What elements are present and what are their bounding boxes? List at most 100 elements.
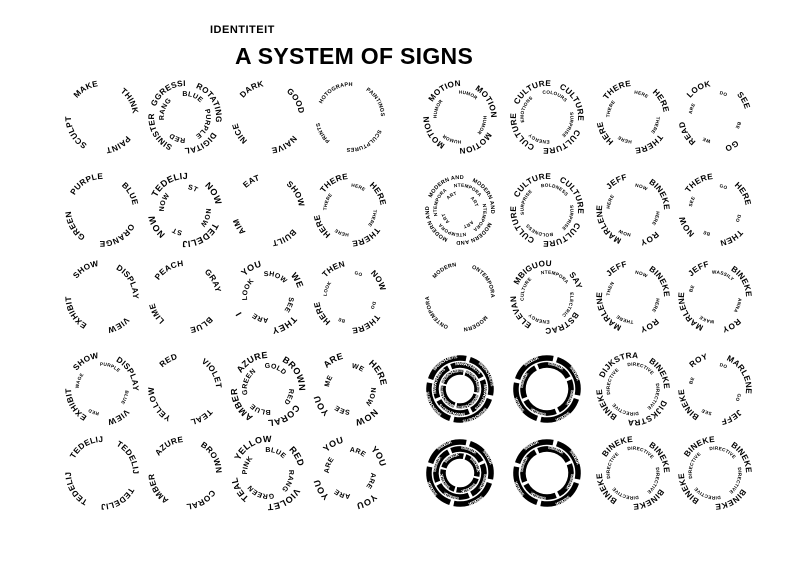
sign-word: JEFF — [604, 260, 627, 278]
sign-word: ST — [171, 226, 183, 236]
sign-word: STEDELIJK — [529, 407, 546, 417]
sign-word: ST — [187, 184, 199, 194]
sign-word: HUMOR — [441, 133, 461, 144]
sign-word: STEDELIJK — [461, 445, 478, 455]
sign-word: JEFF — [686, 260, 709, 278]
page-title: A SYSTEM OF SIGNS — [235, 43, 474, 69]
sign-word: BE — [337, 317, 345, 324]
sign-word: GO — [723, 138, 740, 153]
sign-word: DO — [719, 362, 728, 369]
sign-word: DISPLAY — [115, 355, 140, 391]
sign-10: STEDELIJKNOWSTEDELIJKNOWSTNOWSTNOW — [0, 0, 223, 249]
sign-word: SCULPTURES — [346, 128, 382, 152]
sign-35: YELLOW RED VIOLET TEAL BLUE ORANGE GREEN PINK — [0, 0, 306, 512]
sign-word: EAT — [241, 173, 260, 189]
sign-word: THINK — [119, 86, 140, 114]
sign-word: THEY — [271, 314, 298, 335]
sign-word: NOW — [369, 269, 387, 292]
sign-word: AIM — [231, 218, 247, 237]
sign-word: HERE — [334, 228, 349, 238]
sign-band — [557, 463, 574, 497]
sign-word: NICE — [231, 122, 249, 145]
sign-band — [453, 397, 492, 423]
sign-word: THERE — [367, 210, 377, 228]
sign-word: YOU — [321, 435, 344, 454]
sign-word: BROWN — [199, 440, 223, 473]
sign-11: EAT SHOW BUILT AIM — [231, 173, 305, 247]
sign-word: YOU — [369, 444, 388, 467]
sign-word: STEDELIJK — [0, 0, 103, 460]
sign-word: ME — [324, 374, 334, 387]
sign-word: HERE — [651, 87, 671, 113]
sign-word: GREEN — [247, 484, 275, 500]
sign-word: SAY — [567, 270, 584, 290]
sign-word: STEDELIJK — [548, 445, 565, 455]
sign-word: GREEN — [64, 211, 87, 242]
sign-word: SEE — [735, 90, 752, 110]
sign-word: NOW — [617, 228, 631, 237]
sign-band — [441, 453, 464, 469]
sign-band — [456, 477, 479, 493]
sign-14: CULTURE CULTURECULTURECULTUREBOLDNESSSURP… — [509, 172, 585, 248]
sign-word: TEAL — [190, 407, 214, 426]
sign-22: AMBIGUOUSSAYABSTRACTRELEVANTCONTEMPORARY… — [0, 0, 584, 335]
sign-word: STEDELIJK — [442, 491, 459, 501]
sign-word: THEN — [321, 259, 346, 279]
sign-word: RED — [87, 408, 99, 417]
sign-word: HERE — [634, 90, 649, 100]
sign-word: THERE — [650, 117, 660, 135]
sign-word: THERE — [606, 99, 616, 117]
sign-word: HUMOR — [476, 116, 487, 136]
sign-word: ARE — [333, 487, 350, 499]
sign-word: SHOW — [71, 351, 99, 372]
sign-word: SEE — [282, 297, 294, 314]
sign-25: SHOW DISPLAY VIEW EXHIBIT PURPLE BLUE RED WAGE — [64, 351, 140, 426]
sign-word: STEDELIJK — [519, 455, 529, 472]
sign-19: YOU WE THEY I SHOW SEE ARE LOOK — [234, 259, 306, 336]
sign-word: BLUE — [189, 315, 215, 335]
sign-band — [450, 446, 484, 463]
sign-word: HERE — [733, 180, 753, 206]
sign-word: NOW — [146, 214, 166, 240]
sign-word: MARLENE — [725, 354, 753, 395]
sign-word: JEFF — [604, 173, 627, 191]
sign-band — [470, 379, 487, 413]
sign-word: NOW — [635, 270, 649, 279]
sign-word: ARE — [321, 351, 344, 370]
sign-word: HERE — [617, 135, 632, 145]
sign-31: DIJKSTRABINEKEDIJKSTRABINEKEDIRECTIVEDIR… — [595, 351, 671, 427]
sign-band — [450, 362, 484, 379]
sign-word: MARLENE — [595, 291, 623, 332]
sign-word: EMOTIONS — [0, 0, 461, 103]
sign-word: NOW — [364, 387, 377, 407]
sign-word: GRAY — [203, 267, 223, 293]
sign-word: RED — [282, 388, 294, 405]
sign-band — [468, 357, 494, 396]
sign-word: THERE — [601, 79, 631, 101]
sign-word: DO — [734, 214, 741, 223]
sign-word: AMBER — [229, 388, 254, 423]
sign-band — [456, 393, 479, 409]
sign-word: BINEKE — [647, 264, 671, 297]
sign-word: ROY — [721, 317, 742, 334]
sign-word: WAGE — [75, 372, 85, 388]
sign-word: PAINT — [105, 134, 132, 154]
sign-word: BINEKE — [647, 177, 671, 210]
sign-word: BE — [735, 121, 742, 129]
sign-word: MAKE — [698, 315, 714, 325]
sign-4: PHOTOGRAPHSPAINTINGSSCULPTURESPRINTS — [0, 0, 385, 152]
sign-word: CULTURE — [509, 206, 536, 245]
sign-word: MODERN — [463, 314, 488, 332]
sign-word: HUMOR — [433, 98, 444, 118]
sign-word: SHOW — [71, 259, 99, 280]
sign-band — [468, 441, 494, 480]
sign-band — [436, 399, 470, 416]
sign-band — [523, 483, 557, 500]
sign-word: ANNA — [732, 298, 742, 314]
sign-2: AGGRESSIVEROTATINGDIGITALSINISTERBLUEPUR… — [0, 0, 223, 155]
sign-word: SHOW — [264, 271, 288, 285]
